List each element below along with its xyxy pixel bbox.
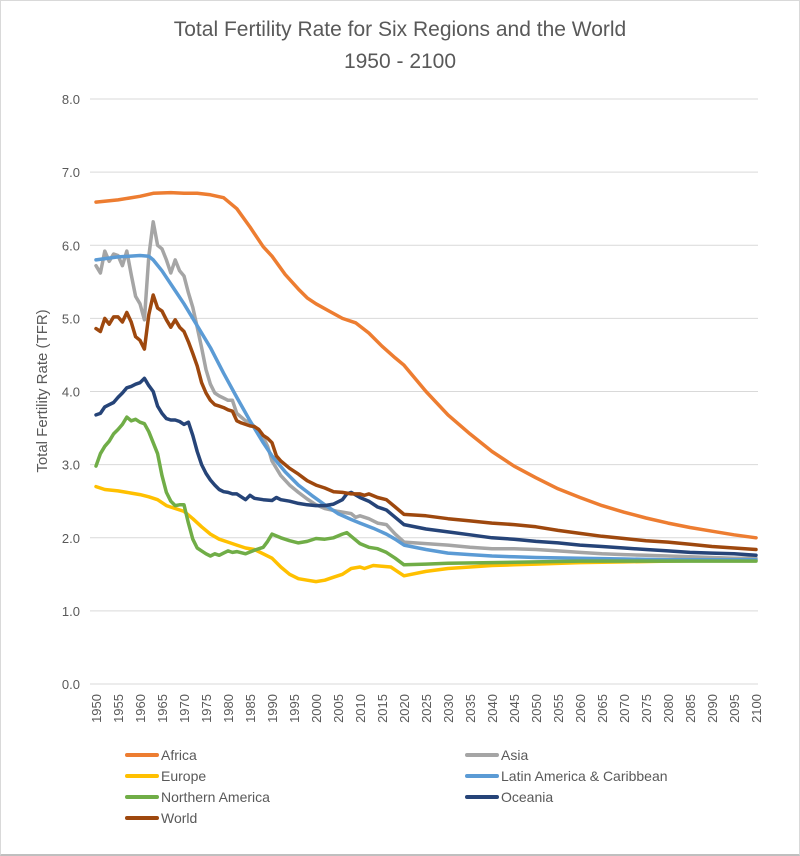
x-tick-label: 1970 xyxy=(177,694,192,723)
legend-swatch xyxy=(465,774,499,778)
chart-subtitle: 1950 - 2100 xyxy=(343,50,457,73)
series-line-world xyxy=(94,293,758,552)
x-tick-label: 2060 xyxy=(573,694,588,723)
x-tick-label: 2045 xyxy=(507,694,522,723)
x-tick-label: 2055 xyxy=(551,694,566,723)
legend-label: Africa xyxy=(161,747,197,763)
series-lines xyxy=(94,190,758,584)
y-axis-ticks: 0.0 1.0 2.0 3.0 4.0 5.0 6.0 7.0 8.0 xyxy=(62,92,80,692)
legend-label: Latin America & Caribbean xyxy=(501,768,668,784)
legend-label: Oceania xyxy=(501,789,554,805)
legend-item: Northern America xyxy=(125,787,270,807)
x-tick-label: 1975 xyxy=(199,694,214,723)
legend-item: Europe xyxy=(125,766,206,786)
x-tick-label: 2040 xyxy=(485,694,500,723)
x-tick-label: 1965 xyxy=(155,694,170,723)
legend-swatch xyxy=(125,774,159,778)
x-tick-label: 2085 xyxy=(683,694,698,723)
y-tick-label: 4.0 xyxy=(62,385,80,400)
x-tick-label: 2070 xyxy=(617,694,632,723)
y-tick-label: 3.0 xyxy=(62,458,80,473)
legend-swatch xyxy=(465,795,499,799)
x-tick-label: 2000 xyxy=(309,694,324,723)
x-tick-label: 1955 xyxy=(111,694,126,723)
x-tick-label: 2090 xyxy=(705,694,720,723)
legend: Africa Asia Europe Latin America & Caribbea… xyxy=(0,745,800,835)
legend-label: Asia xyxy=(501,747,529,763)
legend-swatch xyxy=(125,795,159,799)
y-tick-label: 7.0 xyxy=(62,165,80,180)
x-tick-label: 2015 xyxy=(375,694,390,723)
legend-item: Asia xyxy=(465,745,528,765)
legend-swatch xyxy=(125,816,159,820)
x-tick-label: 1995 xyxy=(287,694,302,723)
x-tick-label: 2100 xyxy=(749,694,764,723)
x-tick-label: 1990 xyxy=(265,694,280,723)
x-tick-label: 2035 xyxy=(463,694,478,723)
series-line-europe xyxy=(94,484,758,584)
series-line-oceania xyxy=(94,376,758,558)
gridlines xyxy=(90,98,758,685)
x-tick-label: 1980 xyxy=(221,694,236,723)
line-chart: 0.0 1.0 2.0 3.0 4.0 5.0 6.0 7.0 8.0 1950 1955 1960… xyxy=(34,92,764,723)
x-axis-ticks: 1950 1955 1960 1965 1970 1975 1980 1985 1990 1995… xyxy=(89,694,764,723)
y-tick-label: 0.0 xyxy=(62,677,80,692)
series-line-africa xyxy=(94,190,758,540)
x-tick-label: 1985 xyxy=(243,694,258,723)
x-tick-label: 2065 xyxy=(595,694,610,723)
legend-item: Oceania xyxy=(465,787,553,807)
legend-label: Northern America xyxy=(161,789,270,805)
legend-swatch xyxy=(125,753,159,757)
legend-label: World xyxy=(161,810,198,826)
x-tick-label: 1950 xyxy=(89,694,104,723)
y-tick-label: 5.0 xyxy=(62,311,80,326)
y-tick-label: 1.0 xyxy=(62,604,80,619)
x-tick-label: 2095 xyxy=(727,694,742,723)
y-axis-label: Total Fertility Rate (TFR) xyxy=(34,309,51,472)
x-tick-label: 2025 xyxy=(419,694,434,723)
x-tick-label: 1960 xyxy=(133,694,148,723)
legend-item: Latin America & Caribbean xyxy=(465,766,668,786)
legend-item: Africa xyxy=(125,745,197,765)
chart-title: Total Fertility Rate for Six Regions and… xyxy=(173,18,627,41)
legend-item: World xyxy=(125,808,197,828)
legend-swatch xyxy=(465,753,499,757)
x-tick-label: 2020 xyxy=(397,694,412,723)
x-tick-label: 2030 xyxy=(441,694,456,723)
series-line-northern-america xyxy=(94,415,758,567)
x-tick-label: 2075 xyxy=(639,694,654,723)
y-tick-label: 8.0 xyxy=(62,92,80,107)
legend-label: Europe xyxy=(161,768,207,784)
x-tick-label: 2080 xyxy=(661,694,676,723)
x-tick-label: 2050 xyxy=(529,694,544,723)
x-tick-label: 2005 xyxy=(331,694,346,723)
y-tick-label: 6.0 xyxy=(62,238,80,253)
y-tick-label: 2.0 xyxy=(62,531,80,546)
x-tick-label: 2010 xyxy=(353,694,368,723)
